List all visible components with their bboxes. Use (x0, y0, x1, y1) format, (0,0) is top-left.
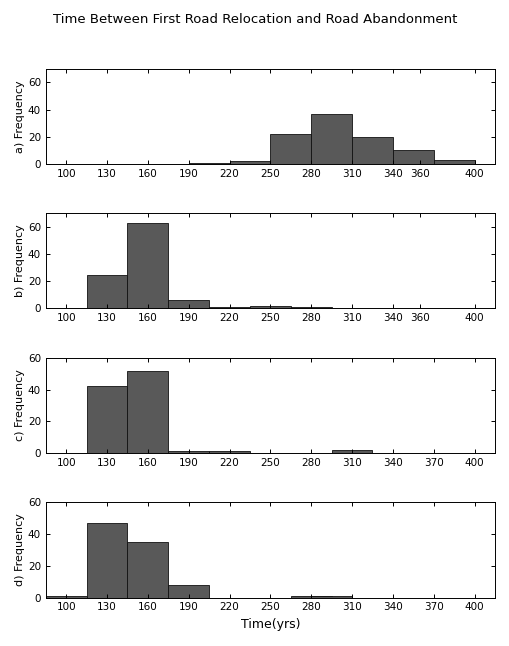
Bar (310, 114, 351, 164)
Bar (46, 596, 87, 598)
Bar (168, 300, 209, 309)
X-axis label: Time(yrs): Time(yrs) (240, 618, 299, 631)
Bar (270, 134, 310, 164)
Bar (310, 596, 351, 598)
Bar (331, 450, 372, 453)
Bar (87, 386, 127, 453)
Bar (127, 542, 168, 598)
Bar (290, 307, 331, 309)
Bar (168, 585, 209, 598)
Bar (433, 160, 474, 164)
Bar (209, 452, 249, 453)
Bar (351, 137, 392, 164)
Y-axis label: a) Frequency: a) Frequency (15, 80, 25, 152)
Bar (168, 452, 209, 453)
Y-axis label: d) Frequency: d) Frequency (15, 514, 25, 587)
Bar (127, 371, 168, 453)
Y-axis label: b) Frequency: b) Frequency (15, 225, 25, 297)
Bar (87, 275, 127, 309)
Bar (127, 223, 168, 309)
Bar (87, 523, 127, 598)
Bar (188, 163, 229, 164)
Bar (392, 151, 433, 164)
Bar (290, 596, 331, 598)
Y-axis label: c) Frequency: c) Frequency (15, 370, 25, 441)
Bar (209, 307, 249, 309)
Text: Time Between First Road Relocation and Road Abandonment: Time Between First Road Relocation and R… (53, 13, 456, 26)
Bar (229, 162, 270, 164)
Bar (249, 306, 290, 309)
